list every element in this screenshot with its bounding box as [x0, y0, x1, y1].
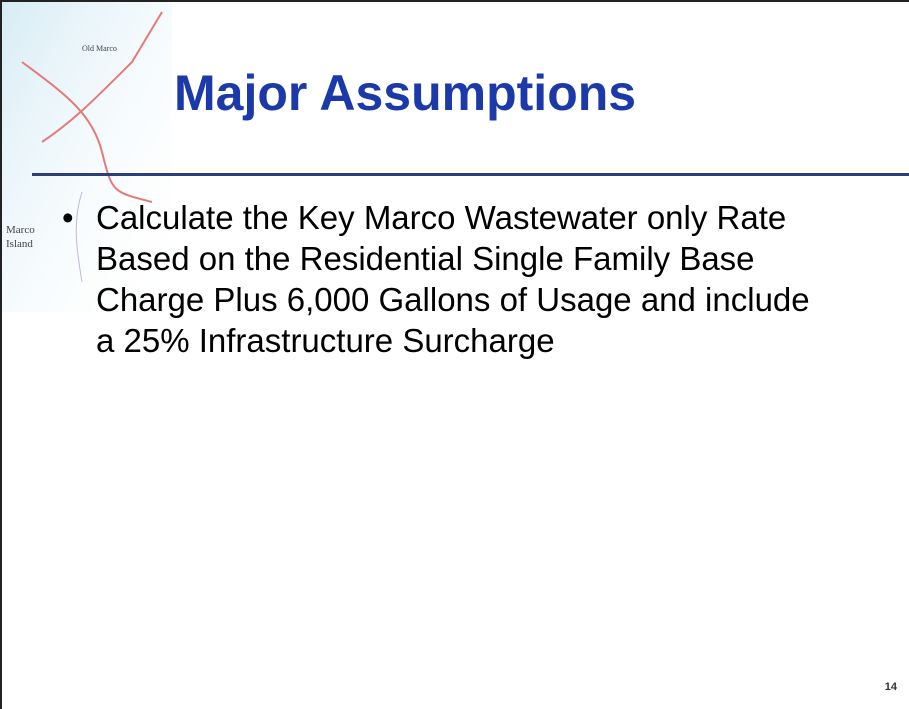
slide-title: Major Assumptions — [174, 65, 637, 121]
map-label: Old Marco — [82, 44, 117, 53]
bullet: Calculate the Key Marco Wastewater only … — [62, 197, 822, 361]
bullet-list: Calculate the Key Marco Wastewater only … — [62, 197, 822, 361]
map-label: Marco — [6, 224, 35, 236]
page-number: 14 — [884, 681, 897, 693]
map-label: Island — [6, 238, 33, 250]
title-rule — [32, 173, 909, 176]
